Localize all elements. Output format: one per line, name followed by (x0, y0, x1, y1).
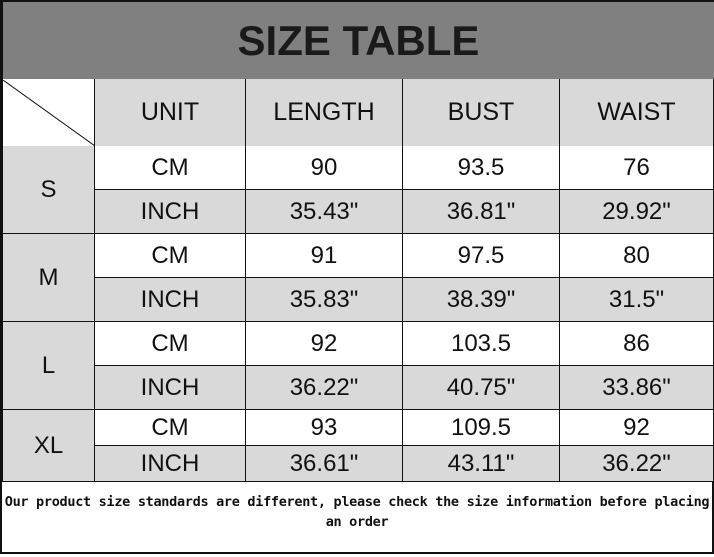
header-cell: LENGTH (246, 79, 403, 147)
cm-cell: 76 (560, 146, 714, 190)
size-label: L (0, 322, 95, 410)
cm-cell: 92 (560, 410, 714, 446)
cm-cell: 93.5 (403, 146, 560, 190)
inch-cell: 43.11" (403, 446, 560, 482)
header-cell: BUST (403, 79, 560, 147)
cm-cell: CM (95, 410, 246, 446)
cm-cell: 80 (560, 234, 714, 278)
cm-cell: CM (95, 234, 246, 278)
inch-cell: 29.92" (560, 190, 714, 234)
corner-cell (0, 79, 95, 147)
cm-cell: 90 (246, 146, 403, 190)
size-note: Our product size standards are different… (0, 482, 714, 554)
inch-cell: 36.61" (246, 446, 403, 482)
cm-cell: CM (95, 322, 246, 366)
cm-cell: 92 (246, 322, 403, 366)
inch-cell: 35.83" (246, 278, 403, 322)
inch-cell: 38.39" (403, 278, 560, 322)
cm-cell: 103.5 (403, 322, 560, 366)
size-label: M (0, 234, 95, 322)
inch-cell: 36.22" (560, 446, 714, 482)
diagonal-line (3, 79, 94, 146)
size-label: XL (0, 410, 95, 482)
inch-cell: 33.86" (560, 366, 714, 410)
cm-cell: 86 (560, 322, 714, 366)
inch-cell: INCH (95, 278, 246, 322)
inch-cell: 40.75" (403, 366, 560, 410)
table-title: SIZE TABLE (0, 0, 714, 80)
inch-cell: INCH (95, 366, 246, 410)
cm-cell: CM (95, 146, 246, 190)
cm-cell: 109.5 (403, 410, 560, 446)
inch-cell: 36.22" (246, 366, 403, 410)
cm-cell: 91 (246, 234, 403, 278)
inch-cell: 36.81" (403, 190, 560, 234)
inch-cell: 35.43" (246, 190, 403, 234)
inch-cell: INCH (95, 190, 246, 234)
inch-cell: 31.5" (560, 278, 714, 322)
header-cell: WAIST (560, 79, 714, 147)
size-label: S (0, 146, 95, 234)
header-cell: UNIT (95, 79, 246, 147)
cm-cell: 97.5 (403, 234, 560, 278)
cm-cell: 93 (246, 410, 403, 446)
inch-cell: INCH (95, 446, 246, 482)
